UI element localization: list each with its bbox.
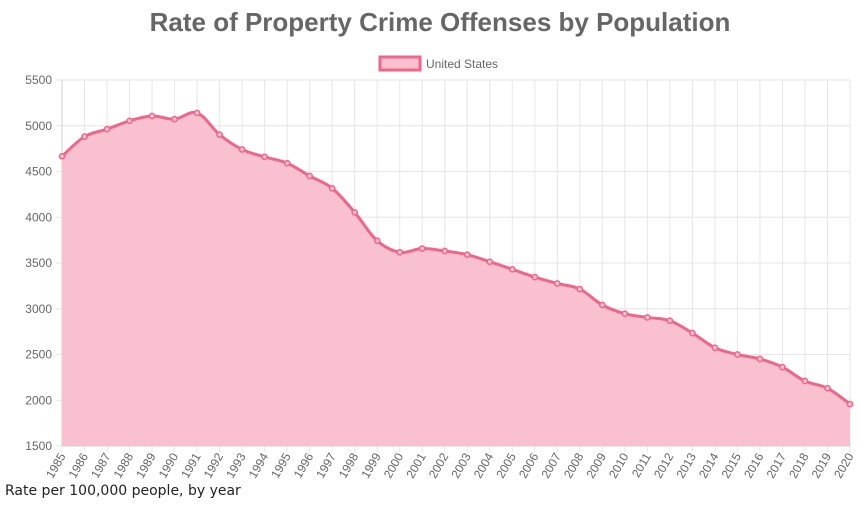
- data-point-1988[interactable]: [126, 117, 133, 125]
- data-point-1996[interactable]: [306, 172, 314, 180]
- chart-caption: Rate per 100,000 people, by year: [5, 483, 241, 499]
- x-tick-label: 2009: [583, 450, 609, 480]
- data-point-2005[interactable]: [508, 265, 516, 273]
- x-tick-label: 1990: [156, 450, 182, 480]
- x-tick-label: 2008: [561, 450, 587, 480]
- data-point-1998[interactable]: [351, 209, 359, 216]
- y-tick-label: 2500: [25, 348, 52, 362]
- x-tick-label: 2010: [606, 450, 632, 480]
- y-tick-label: 2000: [25, 393, 52, 407]
- x-tick-label: 2014: [696, 450, 722, 480]
- data-point-1985[interactable]: [58, 152, 66, 160]
- data-point-2013[interactable]: [689, 329, 696, 337]
- x-tick-label: 2004: [471, 450, 497, 480]
- y-tick-label: 4500: [25, 165, 52, 179]
- data-point-1990[interactable]: [171, 115, 178, 123]
- x-tick-label: 2000: [381, 450, 407, 480]
- x-tick-label: 2007: [538, 450, 564, 480]
- data-point-2000[interactable]: [396, 248, 404, 256]
- x-tick-label: 1988: [111, 450, 137, 480]
- data-point-2019[interactable]: [824, 384, 831, 392]
- x-tick-label: 1987: [88, 450, 114, 480]
- x-tick-label: 2002: [426, 450, 452, 480]
- data-point-1995[interactable]: [283, 159, 291, 167]
- data-point-2016[interactable]: [756, 355, 764, 363]
- data-point-2014[interactable]: [711, 344, 719, 352]
- data-point-2001[interactable]: [418, 245, 426, 252]
- data-point-1992[interactable]: [216, 131, 223, 138]
- x-tick-label: 1989: [133, 450, 159, 480]
- x-tick-label: 1998: [336, 450, 362, 480]
- x-tick-label: 1986: [66, 450, 92, 480]
- data-point-2020[interactable]: [846, 400, 854, 408]
- data-point-2008[interactable]: [576, 285, 584, 293]
- x-tick-label: 2005: [493, 450, 519, 480]
- y-tick-label: 5000: [25, 119, 52, 133]
- data-point-1997[interactable]: [328, 184, 336, 192]
- x-tick-label: 1994: [246, 450, 272, 480]
- x-tick-label: 1997: [313, 450, 339, 480]
- x-tick-label: 2015: [719, 450, 745, 480]
- data-point-1994[interactable]: [261, 153, 268, 161]
- data-point-2006[interactable]: [531, 273, 539, 281]
- data-point-1986[interactable]: [81, 133, 88, 140]
- legend-label-united-states[interactable]: United States: [426, 57, 498, 71]
- series-area-layer: [60, 110, 851, 446]
- x-tick-label: 2012: [651, 450, 677, 480]
- data-point-1989[interactable]: [148, 112, 156, 120]
- x-tick-label: 2020: [831, 450, 857, 480]
- x-tick-label: 1992: [201, 450, 227, 480]
- data-points: [58, 109, 854, 408]
- y-tick-label: 3500: [25, 256, 52, 270]
- x-tick-label: 2006: [516, 450, 542, 480]
- x-tick-label: 1991: [178, 450, 204, 480]
- x-tick-label: 2011: [629, 450, 654, 480]
- y-axis-ticks: 5500 5000 4500 4000 3500 3000 2500 2000 1500: [25, 73, 52, 453]
- data-point-1987[interactable]: [103, 125, 111, 133]
- x-tick-label: 1999: [358, 450, 384, 480]
- y-tick-label: 5500: [25, 73, 52, 87]
- x-tick-label: 1993: [223, 450, 249, 480]
- x-tick-label: 1985: [43, 450, 69, 480]
- data-point-2002[interactable]: [441, 247, 449, 255]
- x-tick-label: 2017: [764, 450, 790, 480]
- data-point-1991[interactable]: [193, 109, 201, 117]
- data-point-2007[interactable]: [553, 280, 561, 287]
- y-tick-label: 4000: [25, 210, 52, 224]
- x-axis-ticks: 1985198619871988198919901991199219931994…: [43, 450, 857, 480]
- data-point-1993[interactable]: [238, 146, 246, 153]
- data-point-2010[interactable]: [621, 310, 629, 318]
- x-tick-label: 2019: [809, 450, 835, 480]
- x-tick-label: 2001: [403, 450, 429, 480]
- data-point-1999[interactable]: [373, 237, 381, 245]
- data-point-2018[interactable]: [801, 377, 809, 385]
- data-point-2009[interactable]: [598, 301, 606, 309]
- y-tick-label: 1500: [25, 439, 52, 453]
- data-point-2011[interactable]: [644, 314, 651, 321]
- data-point-2012[interactable]: [666, 317, 674, 325]
- series-area-united-states: [62, 112, 850, 446]
- x-tick-label: 1995: [268, 450, 294, 480]
- data-point-2015[interactable]: [734, 351, 741, 358]
- x-tick-label: 2018: [786, 450, 812, 480]
- legend[interactable]: United States: [378, 55, 498, 72]
- y-tick-label: 3000: [25, 302, 52, 316]
- chart-title: Rate of Property Crime Offenses by Popul…: [150, 7, 731, 37]
- x-tick-label: 1996: [291, 450, 317, 480]
- data-point-2003[interactable]: [463, 251, 471, 259]
- data-point-2004[interactable]: [486, 258, 494, 266]
- x-tick-label: 2016: [741, 450, 767, 480]
- legend-swatch-united-states[interactable]: [378, 55, 422, 72]
- x-tick-label: 2013: [674, 450, 700, 480]
- data-point-2017[interactable]: [779, 363, 786, 371]
- x-tick-label: 2003: [448, 450, 474, 480]
